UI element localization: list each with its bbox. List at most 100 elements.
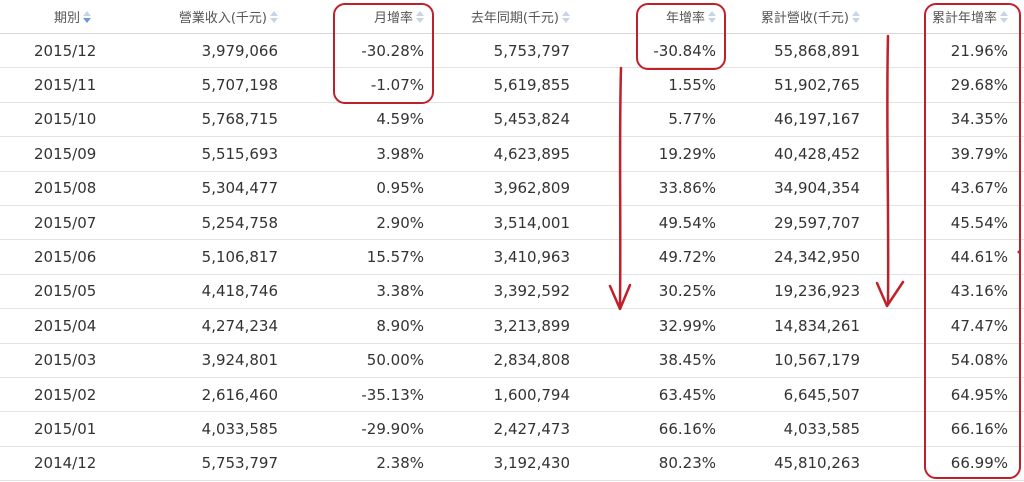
cell-yoy: 80.23% xyxy=(658,454,716,473)
cell-last-year: 5,453,824 xyxy=(493,110,570,129)
header-label-last-year[interactable]: 去年同期(千元) xyxy=(470,11,559,26)
cell-period: 2015/12 xyxy=(34,41,97,60)
cell-yoy: -30.84% xyxy=(653,41,716,60)
cell-cumulative: 46,197,167 xyxy=(774,110,860,129)
header-label-cum-yoy[interactable]: 累計年增率 xyxy=(931,11,997,26)
cell-revenue: 4,033,585 xyxy=(201,420,278,439)
cell-period: 2015/06 xyxy=(34,248,97,267)
cell-period: 2014/12 xyxy=(34,454,97,473)
cell-cum-yoy: 44.61% xyxy=(950,248,1008,267)
cell-cumulative: 34,904,354 xyxy=(774,179,860,198)
cell-cumulative: 45,810,263 xyxy=(774,454,860,473)
cell-cum-yoy: 47.47% xyxy=(950,316,1008,335)
cell-cum-yoy: 21.96% xyxy=(950,41,1008,60)
table-row: 2015/03 3,924,801 50.00% 2,834,808 38.45% 10,… xyxy=(0,344,1024,378)
sort-icon[interactable] xyxy=(270,10,278,23)
cell-revenue: 2,616,460 xyxy=(201,385,278,404)
cell-mom: 0.95% xyxy=(376,179,424,198)
cell-last-year: 3,962,809 xyxy=(493,179,570,198)
cell-cum-yoy: 54.08% xyxy=(950,351,1008,370)
cell-cumulative: 29,597,707 xyxy=(774,213,860,232)
sort-icon[interactable] xyxy=(83,10,92,23)
sort-icon[interactable] xyxy=(562,10,570,23)
cell-period: 2015/01 xyxy=(34,420,97,439)
cell-revenue: 5,254,758 xyxy=(201,213,278,232)
cell-cumulative: 55,868,891 xyxy=(774,41,860,60)
cell-yoy: 5.77% xyxy=(668,110,716,129)
table-row: 2015/02 2,616,460 -35.13% 1,600,794 63.45% 6,… xyxy=(0,378,1024,413)
header-label-period[interactable]: 期別 xyxy=(54,11,81,26)
cell-last-year: 3,410,963 xyxy=(493,248,570,267)
header-label-revenue[interactable]: 營業收入(千元) xyxy=(178,11,267,26)
cell-cum-yoy: 66.99% xyxy=(950,454,1008,473)
cell-yoy: 33.86% xyxy=(658,179,716,198)
cell-mom: 8.90% xyxy=(376,316,424,335)
cell-mom: -29.90% xyxy=(361,420,424,439)
cell-cum-yoy: 39.79% xyxy=(950,144,1008,163)
table-row: 2015/12 3,979,066 -30.28% 5,753,797 -30.84% 5… xyxy=(0,34,1024,69)
cell-mom: 15.57% xyxy=(366,248,424,267)
table-row: 2015/10 5,768,715 4.59% 5,453,824 5.77% 46,19… xyxy=(0,103,1024,138)
cell-last-year: 2,834,808 xyxy=(493,351,570,370)
header-last-year[interactable]: 去年同期(千元) xyxy=(428,0,576,33)
table-row: 2015/07 5,254,758 2.90% 3,514,001 49.54% 29,5… xyxy=(0,206,1024,241)
cell-cumulative: 51,902,765 xyxy=(774,76,860,95)
header-cumulative[interactable]: 累計營收(千元) xyxy=(724,0,864,33)
header-cum-yoy[interactable]: 累計年增率 xyxy=(864,0,1024,33)
header-yoy[interactable]: 年增率 xyxy=(576,0,724,33)
header-mom[interactable]: 月增率 xyxy=(282,0,428,33)
cell-last-year: 2,427,473 xyxy=(493,420,570,439)
cell-revenue: 5,106,817 xyxy=(201,248,278,267)
header-label-mom[interactable]: 月增率 xyxy=(373,11,413,26)
cell-yoy: 1.55% xyxy=(668,76,716,95)
sort-icon[interactable] xyxy=(416,10,424,23)
highlight-box-mom xyxy=(333,3,434,104)
table-row: 2015/01 4,033,585 -29.90% 2,427,473 66.16% 4,… xyxy=(0,412,1024,447)
cell-mom: 3.98% xyxy=(376,144,424,163)
cell-mom: 3.38% xyxy=(376,282,424,301)
cell-cum-yoy: 64.95% xyxy=(950,385,1008,404)
table-row: 2015/09 5,515,693 3.98% 4,623,895 19.29% 40,4… xyxy=(0,137,1024,172)
cell-period: 2015/04 xyxy=(34,316,97,335)
cell-mom: 50.00% xyxy=(366,351,424,370)
cell-revenue: 3,924,801 xyxy=(201,351,278,370)
cell-last-year: 5,619,855 xyxy=(493,76,570,95)
cell-last-year: 3,514,001 xyxy=(493,213,570,232)
cell-period: 2015/03 xyxy=(34,351,97,370)
cell-last-year: 3,213,899 xyxy=(493,316,570,335)
cell-period: 2015/11 xyxy=(34,76,97,95)
sort-icon[interactable] xyxy=(1000,10,1008,23)
cell-revenue: 4,274,234 xyxy=(201,316,278,335)
cell-mom: -30.28% xyxy=(361,41,424,60)
cell-cum-yoy: 45.54% xyxy=(950,213,1008,232)
cell-last-year: 4,623,895 xyxy=(493,144,570,163)
header-revenue[interactable]: 營業收入(千元) xyxy=(122,0,282,33)
table-row: 2015/06 5,106,817 15.57% 3,410,963 49.72% 24,… xyxy=(0,240,1024,275)
header-period[interactable]: 期別 xyxy=(0,0,122,33)
cell-mom: 2.90% xyxy=(376,213,424,232)
cell-cumulative: 10,567,179 xyxy=(774,351,860,370)
cell-last-year: 3,392,592 xyxy=(493,282,570,301)
cell-yoy: 63.45% xyxy=(658,385,716,404)
header-label-yoy[interactable]: 年增率 xyxy=(665,11,705,26)
table-row: 2015/04 4,274,234 8.90% 3,213,899 32.99% 14,8… xyxy=(0,309,1024,344)
table-row: 2015/05 4,418,746 3.38% 3,392,592 30.25% 19,2… xyxy=(0,275,1024,310)
sort-icon[interactable] xyxy=(708,10,716,23)
cell-revenue: 5,768,715 xyxy=(201,110,278,129)
cell-cumulative: 4,033,585 xyxy=(783,420,860,439)
cell-last-year: 1,600,794 xyxy=(493,385,570,404)
cell-revenue: 3,979,066 xyxy=(201,41,278,60)
cell-mom: 4.59% xyxy=(376,110,424,129)
cell-period: 2015/07 xyxy=(34,213,97,232)
cell-cum-yoy: 29.68% xyxy=(950,76,1008,95)
cell-yoy: 49.72% xyxy=(658,248,716,267)
cell-yoy: 30.25% xyxy=(658,282,716,301)
cell-mom: -35.13% xyxy=(361,385,424,404)
sort-icon[interactable] xyxy=(852,10,860,23)
cell-cum-yoy: 66.16% xyxy=(950,420,1008,439)
cell-revenue: 5,707,198 xyxy=(201,76,278,95)
cell-period: 2015/02 xyxy=(34,385,97,404)
header-label-cumulative[interactable]: 累計營收(千元) xyxy=(760,11,849,26)
highlight-box-cum-yoy xyxy=(924,3,1021,479)
